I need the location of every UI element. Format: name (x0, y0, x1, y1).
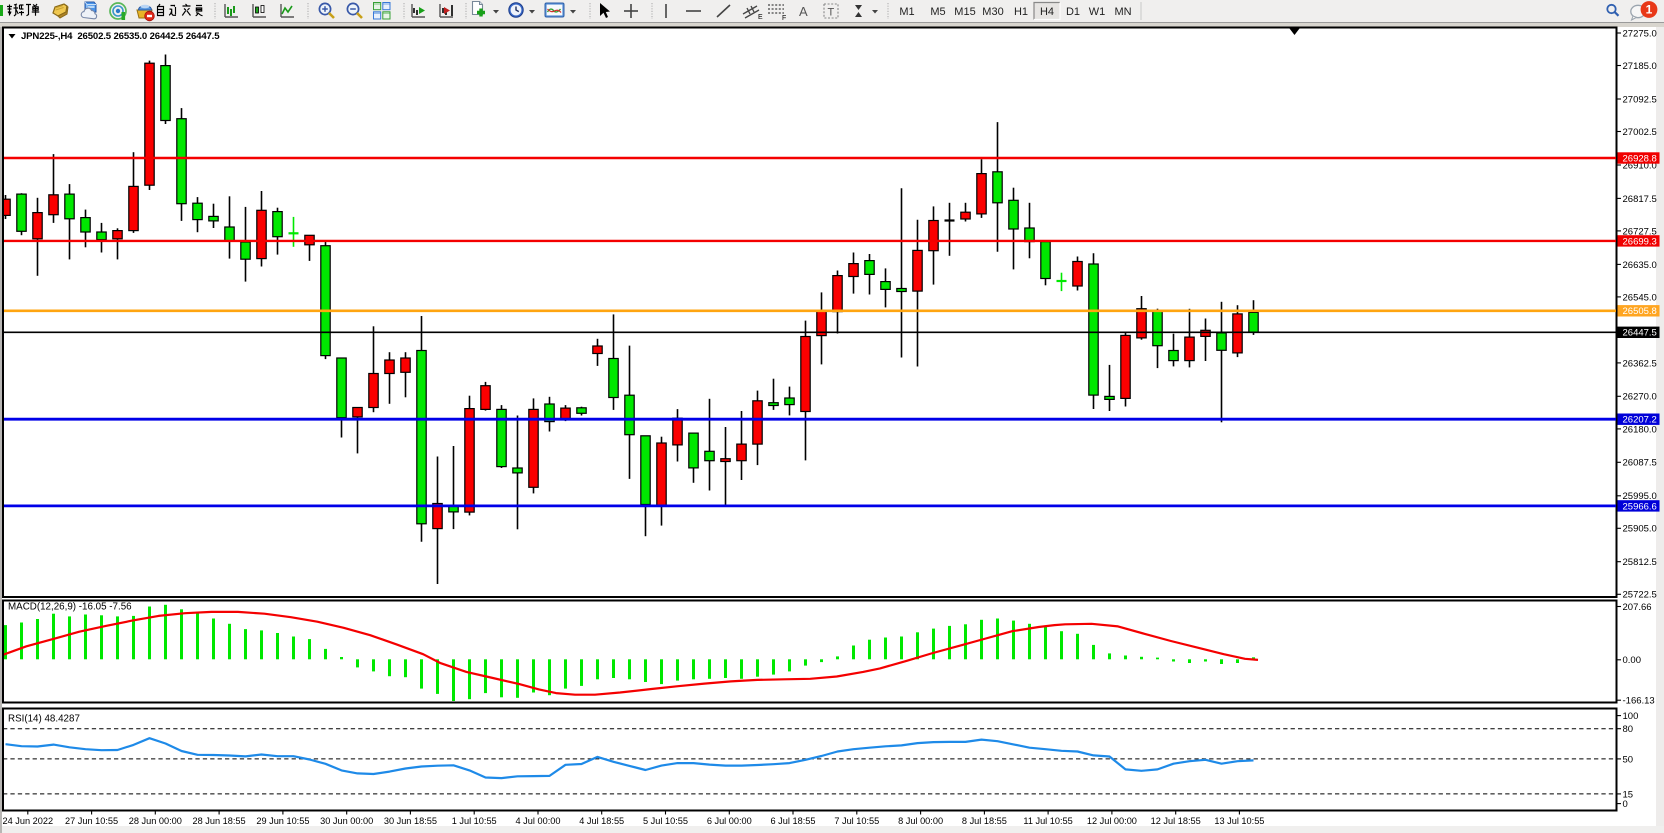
svg-text:26928.8: 26928.8 (1623, 153, 1657, 164)
svg-text:4 Jul 00:00: 4 Jul 00:00 (516, 816, 561, 826)
svg-text:80: 80 (1623, 724, 1634, 735)
svg-text:8 Jul 00:00: 8 Jul 00:00 (898, 816, 943, 826)
svg-text:25905.0: 25905.0 (1623, 524, 1657, 535)
svg-text:25812.5: 25812.5 (1623, 557, 1657, 568)
svg-text:26727.5: 26727.5 (1623, 226, 1657, 237)
svg-text:50: 50 (1623, 754, 1634, 765)
svg-text:29 Jun 10:55: 29 Jun 10:55 (256, 816, 309, 826)
svg-text:RSI(14) 48.4287: RSI(14) 48.4287 (8, 714, 80, 725)
svg-text:207.66: 207.66 (1623, 602, 1652, 613)
svg-text:-166.13: -166.13 (1623, 696, 1655, 707)
svg-text:H1: H1 (1014, 6, 1028, 18)
svg-text:26087.5: 26087.5 (1623, 458, 1657, 469)
svg-text:27275.0: 27275.0 (1623, 28, 1657, 39)
svg-text:26362.5: 26362.5 (1623, 358, 1657, 369)
svg-text:8 Jul 18:55: 8 Jul 18:55 (962, 816, 1007, 826)
svg-text:MACD(12,26,9) -16.05 -7.56: MACD(12,26,9) -16.05 -7.56 (8, 602, 132, 613)
svg-text:25966.6: 25966.6 (1623, 501, 1657, 512)
svg-text:25722.5: 25722.5 (1623, 590, 1657, 601)
svg-text:M30: M30 (982, 6, 1003, 18)
svg-text:100: 100 (1623, 711, 1639, 722)
svg-text:6 Jul 00:00: 6 Jul 00:00 (707, 816, 752, 826)
svg-text:11 Jul 10:55: 11 Jul 10:55 (1023, 816, 1072, 826)
svg-text:26447.5: 26447.5 (1623, 328, 1657, 339)
svg-text:F: F (782, 15, 786, 22)
svg-text:M5: M5 (930, 6, 945, 18)
svg-text:7 Jul 10:55: 7 Jul 10:55 (834, 816, 879, 826)
svg-text:H4: H4 (1040, 6, 1054, 18)
svg-text:26545.0: 26545.0 (1623, 292, 1657, 303)
svg-text:24 Jun 2022: 24 Jun 2022 (3, 816, 54, 826)
svg-text:1: 1 (1646, 3, 1653, 17)
svg-text:26270.0: 26270.0 (1623, 392, 1657, 403)
svg-text:25995.0: 25995.0 (1623, 491, 1657, 502)
svg-text:27185.0: 27185.0 (1623, 61, 1657, 72)
svg-text:12 Jul 00:00: 12 Jul 00:00 (1087, 816, 1137, 826)
svg-text:T: T (828, 7, 835, 19)
svg-text:E: E (758, 14, 763, 21)
svg-text:30 Jun 00:00: 30 Jun 00:00 (320, 816, 373, 826)
svg-text:W1: W1 (1089, 6, 1106, 18)
svg-text:MN: MN (1114, 6, 1131, 18)
svg-text:M15: M15 (954, 6, 975, 18)
svg-text:4 Jul 18:55: 4 Jul 18:55 (579, 816, 624, 826)
svg-text:13 Jul 10:55: 13 Jul 10:55 (1214, 816, 1264, 826)
svg-text:27002.5: 27002.5 (1623, 127, 1657, 138)
svg-text:27092.5: 27092.5 (1623, 94, 1657, 105)
svg-text:27 Jun 10:55: 27 Jun 10:55 (65, 816, 118, 826)
svg-text:0.00: 0.00 (1623, 655, 1642, 666)
svg-text:A: A (799, 4, 808, 19)
svg-text:D1: D1 (1066, 6, 1080, 18)
svg-text:M1: M1 (899, 6, 914, 18)
svg-text:15: 15 (1623, 789, 1634, 800)
svg-text:26207.2: 26207.2 (1623, 415, 1657, 426)
svg-text:0: 0 (1623, 799, 1628, 810)
svg-text:30 Jun 18:55: 30 Jun 18:55 (384, 816, 437, 826)
svg-text:28 Jun 18:55: 28 Jun 18:55 (193, 816, 246, 826)
svg-text:1 Jul 10:55: 1 Jul 10:55 (452, 816, 497, 826)
svg-text:26505.8: 26505.8 (1623, 306, 1657, 317)
svg-text:12 Jul 18:55: 12 Jul 18:55 (1151, 816, 1201, 826)
svg-text:26817.5: 26817.5 (1623, 194, 1657, 205)
svg-text:26910.0: 26910.0 (1623, 160, 1657, 171)
svg-text:5 Jul 10:55: 5 Jul 10:55 (643, 816, 688, 826)
svg-text:26635.0: 26635.0 (1623, 260, 1657, 271)
svg-text:28 Jun 00:00: 28 Jun 00:00 (129, 816, 182, 826)
svg-text:26699.3: 26699.3 (1623, 236, 1657, 247)
svg-text:JPN225-,H4 26502.5 26535.0 26: JPN225-,H4 26502.5 26535.0 26442.5 26447… (21, 31, 220, 42)
svg-text:26180.0: 26180.0 (1623, 424, 1657, 435)
svg-text:6 Jul 18:55: 6 Jul 18:55 (771, 816, 816, 826)
